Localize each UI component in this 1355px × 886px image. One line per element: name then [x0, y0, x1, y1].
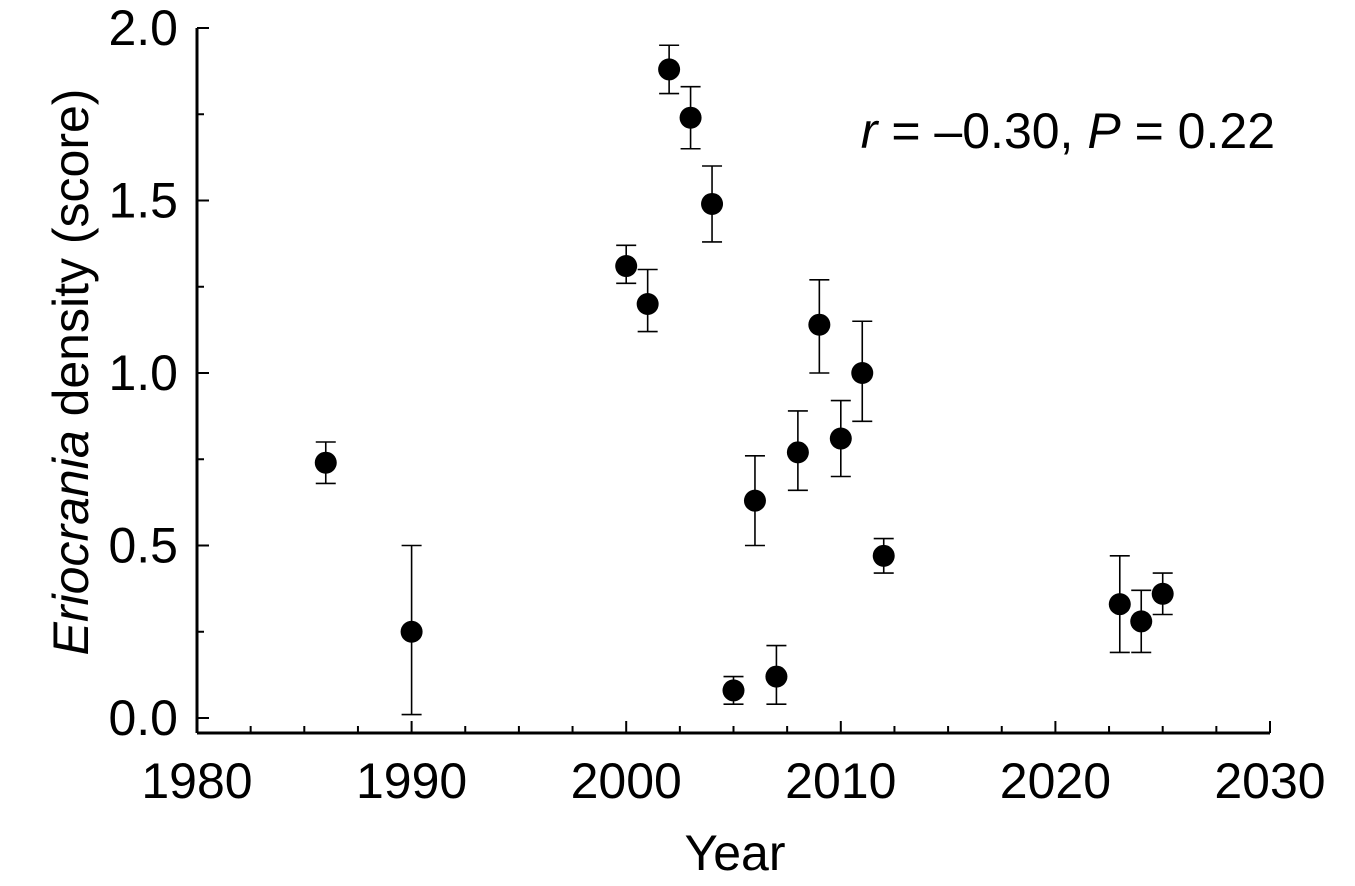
- ticks: [196, 27, 1271, 733]
- data-point-group: [658, 44, 681, 95]
- data-point: [765, 665, 788, 688]
- y-axis-title-italic: Eriocrania: [43, 430, 99, 655]
- data-point-group: [829, 399, 852, 478]
- data-point-group: [615, 244, 638, 285]
- data-point-group: [636, 268, 659, 333]
- data-point: [1108, 593, 1131, 616]
- x-tick-label: 2020: [1000, 753, 1111, 809]
- data-point-group: [743, 454, 766, 547]
- x-tick-label: 1980: [141, 753, 252, 809]
- y-tick-label: 1.5: [108, 173, 178, 229]
- x-axis-title: Year: [684, 825, 785, 881]
- data-point-group: [872, 537, 895, 574]
- data-point: [829, 427, 852, 450]
- data-point-group: [701, 165, 724, 243]
- y-tick-label: 2.0: [108, 0, 178, 56]
- r-symbol: r: [861, 103, 880, 159]
- data-point: [679, 106, 702, 129]
- data-point: [701, 192, 724, 215]
- data-point: [400, 620, 423, 643]
- y-axis-title: Eriocrania density (score): [43, 89, 99, 656]
- y-tick-label: 0.0: [108, 690, 178, 746]
- x-tick-label: 1990: [356, 753, 467, 809]
- data-point-group: [851, 320, 874, 423]
- data-point-group: [722, 675, 745, 706]
- data-point-group: [314, 441, 337, 485]
- data-point: [314, 451, 337, 474]
- data-point: [722, 679, 745, 702]
- data-marks: [314, 44, 1174, 716]
- data-point: [658, 58, 681, 81]
- data-point: [1130, 610, 1153, 633]
- correlation-annotation: r = –0.30, P = 0.22: [861, 103, 1275, 159]
- tick-labels: 1980 1990 2000 2010 2020 2030 0.0 0.5 1.0 1.5 2.0: [108, 0, 1325, 809]
- p-value: = 0.22: [1121, 103, 1275, 159]
- data-point: [743, 489, 766, 512]
- x-tick-label: 2030: [1214, 753, 1325, 809]
- data-point-group: [1130, 589, 1153, 654]
- data-point-group: [808, 279, 831, 374]
- y-tick-label: 0.5: [108, 518, 178, 574]
- p-symbol: P: [1087, 103, 1121, 159]
- y-tick-label: 1.0: [108, 345, 178, 401]
- data-point: [872, 544, 895, 567]
- r-value: = –0.30,: [877, 103, 1087, 159]
- data-point-group: [679, 85, 702, 150]
- data-point: [808, 313, 831, 336]
- data-point-group: [765, 644, 788, 706]
- x-tick-label: 2010: [785, 753, 896, 809]
- data-point: [615, 255, 638, 278]
- data-point: [636, 293, 659, 315]
- data-point-group: [400, 544, 423, 716]
- data-point: [851, 362, 874, 384]
- x-tick-label: 2000: [571, 753, 682, 809]
- y-axis-title-rest: density (score): [43, 89, 99, 431]
- data-point: [786, 441, 809, 464]
- data-point-group: [786, 410, 809, 492]
- data-point: [1151, 582, 1174, 605]
- data-point-group: [1108, 555, 1131, 654]
- data-point-group: [1151, 572, 1174, 616]
